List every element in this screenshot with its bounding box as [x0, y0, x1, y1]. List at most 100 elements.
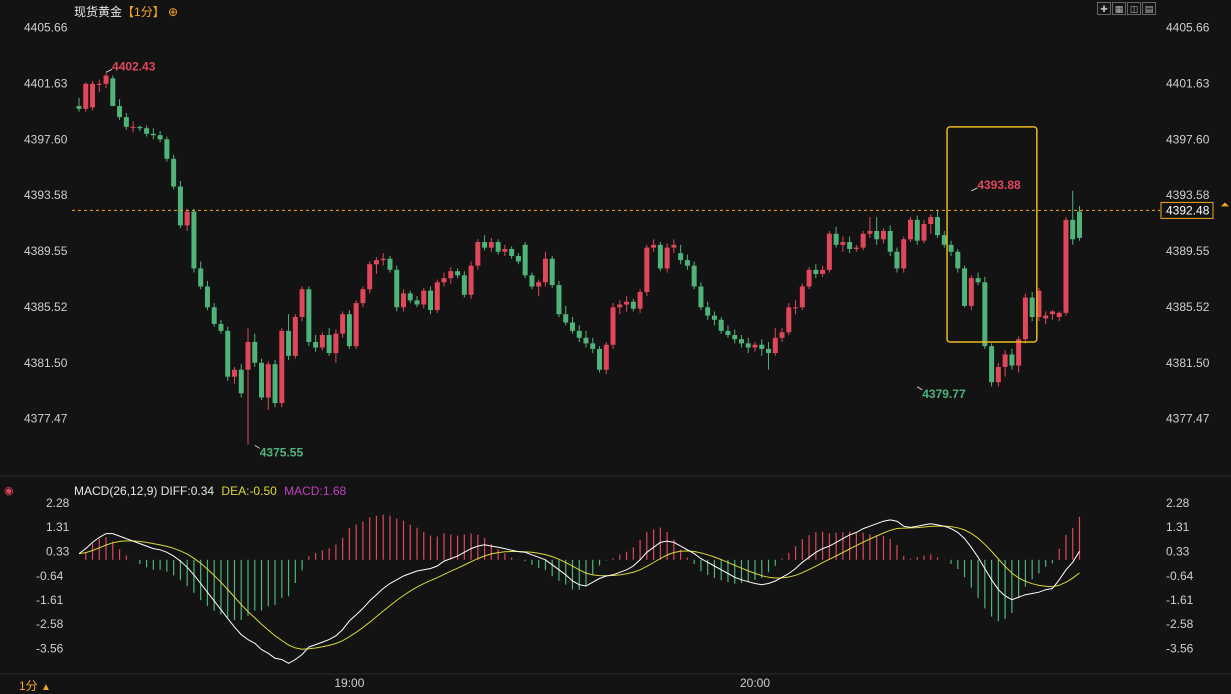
- candle-body: [157, 135, 163, 140]
- candle-body: [968, 278, 974, 306]
- candle-body: [962, 268, 968, 306]
- candle-body: [407, 293, 413, 301]
- candle-body: [265, 364, 271, 398]
- candle-body: [319, 335, 325, 348]
- macd-header: MACD(26,12,9) DIFF:0.34 DEA:-0.50 MACD:1…: [74, 484, 346, 498]
- candle-body: [184, 211, 190, 226]
- candle-body: [529, 275, 535, 287]
- highlight-box: [946, 126, 1038, 343]
- candle-body: [860, 233, 866, 248]
- current-price-box: [1160, 201, 1214, 219]
- macd-settings-icon[interactable]: ◉: [4, 485, 14, 497]
- candle-body: [847, 242, 853, 249]
- candle-body: [367, 264, 373, 290]
- candle-body: [556, 285, 562, 315]
- candle-body: [907, 219, 913, 240]
- candle-body: [542, 258, 548, 283]
- diff-line: [78, 519, 1080, 664]
- candle-body: [1063, 219, 1069, 313]
- crosshair-icon[interactable]: ✚: [1097, 2, 1111, 15]
- dea-label: DEA:: [221, 484, 250, 498]
- candle-body: [955, 251, 961, 269]
- candle-body: [96, 83, 102, 85]
- extreme-label: 4393.88: [977, 178, 1021, 192]
- candle-body: [928, 217, 934, 225]
- candle-body: [786, 307, 792, 333]
- candle-body: [989, 346, 995, 383]
- candle-body: [421, 290, 427, 305]
- price-tick-right: 4389.55: [1166, 244, 1210, 258]
- candle-body: [76, 106, 82, 109]
- candle-body: [738, 339, 744, 344]
- candle-body: [772, 337, 778, 354]
- candle-body: [1070, 219, 1076, 240]
- candle-body: [400, 293, 406, 308]
- candle-body: [171, 158, 177, 187]
- candle-body: [630, 301, 636, 309]
- candle-body: [982, 282, 988, 347]
- candle-body: [259, 362, 265, 398]
- candle-body: [83, 83, 89, 109]
- dual-chart-icon[interactable]: ◫: [1127, 2, 1141, 15]
- instrument-name: 现货黄金: [74, 5, 123, 19]
- candle-body: [373, 260, 379, 265]
- candle-body: [644, 247, 650, 293]
- candle-body: [110, 78, 116, 107]
- candle-body: [752, 344, 758, 348]
- candle-body: [1016, 339, 1022, 366]
- candle-body: [191, 211, 197, 269]
- candle-body: [353, 303, 359, 347]
- candle-body: [705, 307, 711, 316]
- candle-body: [218, 323, 224, 331]
- macd-tick-right: 0.33: [1166, 545, 1190, 559]
- candle-body: [428, 290, 434, 311]
- price-tick-left: 4381.50: [24, 356, 68, 370]
- candle-body: [279, 330, 285, 404]
- candle-body: [177, 186, 183, 226]
- candle-body: [590, 343, 596, 349]
- candle-body: [563, 314, 569, 323]
- candle-body: [292, 316, 298, 356]
- candle-body: [766, 348, 772, 354]
- circle-plus-icon[interactable]: ⊕: [168, 5, 179, 19]
- candle-body: [211, 307, 217, 324]
- candle-body: [414, 300, 420, 305]
- candle-body: [515, 255, 521, 262]
- candle-body: [617, 304, 623, 308]
- price-marker-icon: [1221, 202, 1229, 207]
- candle-body: [495, 242, 501, 252]
- candle-body: [299, 289, 305, 317]
- candle-body: [380, 258, 386, 261]
- chart-mode-icon[interactable]: ▤: [1142, 2, 1156, 15]
- candle-body: [799, 286, 805, 308]
- candle-body: [806, 269, 812, 287]
- annotation-leader: [254, 444, 261, 449]
- price-tick-right: 4397.60: [1166, 132, 1210, 146]
- candle-body: [624, 301, 630, 305]
- period-tag[interactable]: 【1分】: [122, 5, 165, 19]
- diff-value: 0.34: [190, 484, 215, 498]
- candle-body: [150, 133, 156, 136]
- candle-body: [651, 244, 657, 248]
- candle-body: [813, 269, 819, 274]
- candle-body: [231, 369, 237, 377]
- macd-tick-left: -1.61: [36, 593, 64, 607]
- price-tick-right: 4405.66: [1166, 20, 1210, 34]
- candle-body: [475, 242, 481, 266]
- triangle-up-icon: ▲: [41, 682, 51, 693]
- candle-body: [468, 265, 474, 295]
- candle-body: [455, 271, 461, 276]
- macd-tick-left: 1.31: [46, 520, 70, 534]
- candle-body: [144, 128, 150, 134]
- candle-body: [664, 247, 670, 269]
- candle-body: [346, 314, 352, 347]
- period-selector[interactable]: 1分 ▲: [19, 677, 51, 694]
- layout-icon[interactable]: ▦: [1112, 2, 1126, 15]
- diff-label: DIFF:: [160, 484, 191, 498]
- price-tick-left: 4397.60: [24, 132, 68, 146]
- candle-body: [306, 289, 312, 342]
- candle-body: [833, 233, 839, 245]
- candle-body: [995, 366, 1001, 383]
